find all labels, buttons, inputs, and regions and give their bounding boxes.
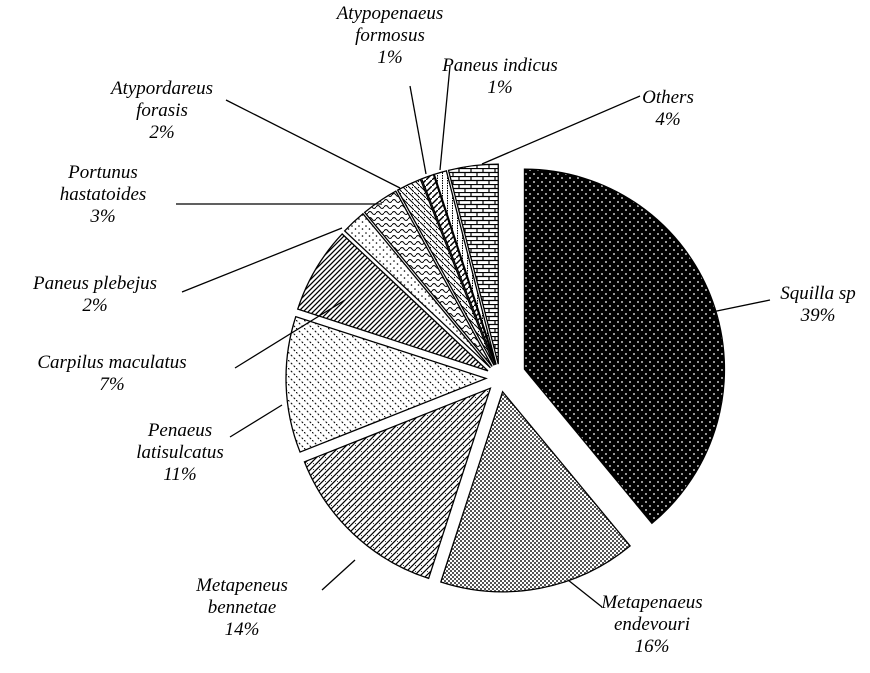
pie-slice: [433, 170, 497, 365]
pie-slice: [396, 178, 495, 366]
slice-label: Portunus hastatoides 3%: [38, 162, 168, 228]
leader-line: [409, 85, 427, 175]
slice-label: Metapenaeus endevouri 16%: [582, 592, 722, 658]
value-label: 16%: [634, 636, 670, 657]
leader-line: [439, 65, 451, 171]
leader-line: [711, 299, 771, 313]
category-name: Penaeus latisulcatus: [136, 420, 224, 463]
value-label: 7%: [99, 374, 125, 395]
category-name: Others: [642, 87, 694, 108]
slice-label: Squilla sp 39%: [748, 283, 870, 327]
slice-label: Penaeus latisulcatus 11%: [110, 420, 250, 486]
leader-line: [321, 559, 356, 591]
slice-label: Others 4%: [618, 87, 718, 131]
pie-slice: [285, 315, 488, 453]
pie-slice: [440, 390, 632, 593]
value-label: 2%: [149, 122, 175, 143]
slice-label: Paneus indicus 1%: [420, 55, 580, 99]
value-label: 14%: [224, 619, 260, 640]
pie-slice: [296, 233, 489, 372]
slice-label: Atypordareus forasis 2%: [92, 78, 232, 144]
leader-line: [229, 404, 283, 438]
pie-slice: [343, 212, 491, 369]
category-name: Portunus hastatoides: [59, 162, 147, 205]
value-label: 39%: [800, 305, 836, 326]
value-label: 1%: [377, 47, 403, 68]
leader-line: [567, 579, 603, 608]
category-name: Squilla sp: [780, 283, 856, 304]
leader-line: [481, 95, 641, 165]
pie-slice: [420, 173, 496, 366]
pie-slice: [303, 387, 492, 580]
slice-label: Metapeneus bennetae 14%: [172, 575, 312, 641]
value-label: 1%: [487, 77, 513, 98]
slice-label: Paneus plebejus 2%: [0, 273, 195, 317]
category-name: Paneus plebejus: [32, 273, 157, 294]
category-name: Paneus indicus: [442, 55, 558, 76]
leader-line: [181, 227, 343, 293]
category-name: Metapeneus bennetae: [196, 575, 288, 618]
value-label: 4%: [655, 109, 681, 130]
category-name: Atypordareus forasis: [110, 78, 214, 121]
pie-slice: [363, 190, 493, 367]
value-label: 2%: [82, 295, 108, 316]
pie-slice: [447, 163, 499, 365]
value-label: 3%: [90, 206, 116, 227]
value-label: 11%: [163, 464, 197, 485]
slice-label: Atypopenaeus formosus 1%: [310, 3, 470, 69]
category-name: Carpilus maculatus: [37, 352, 187, 373]
category-name: Metapenaeus endevouri: [601, 592, 703, 635]
pie-slice: [523, 168, 726, 525]
leader-line: [225, 99, 401, 189]
category-name: Atypopenaeus formosus: [336, 3, 444, 46]
leader-line: [234, 299, 346, 369]
slice-label: Carpilus maculatus 7%: [2, 352, 222, 396]
